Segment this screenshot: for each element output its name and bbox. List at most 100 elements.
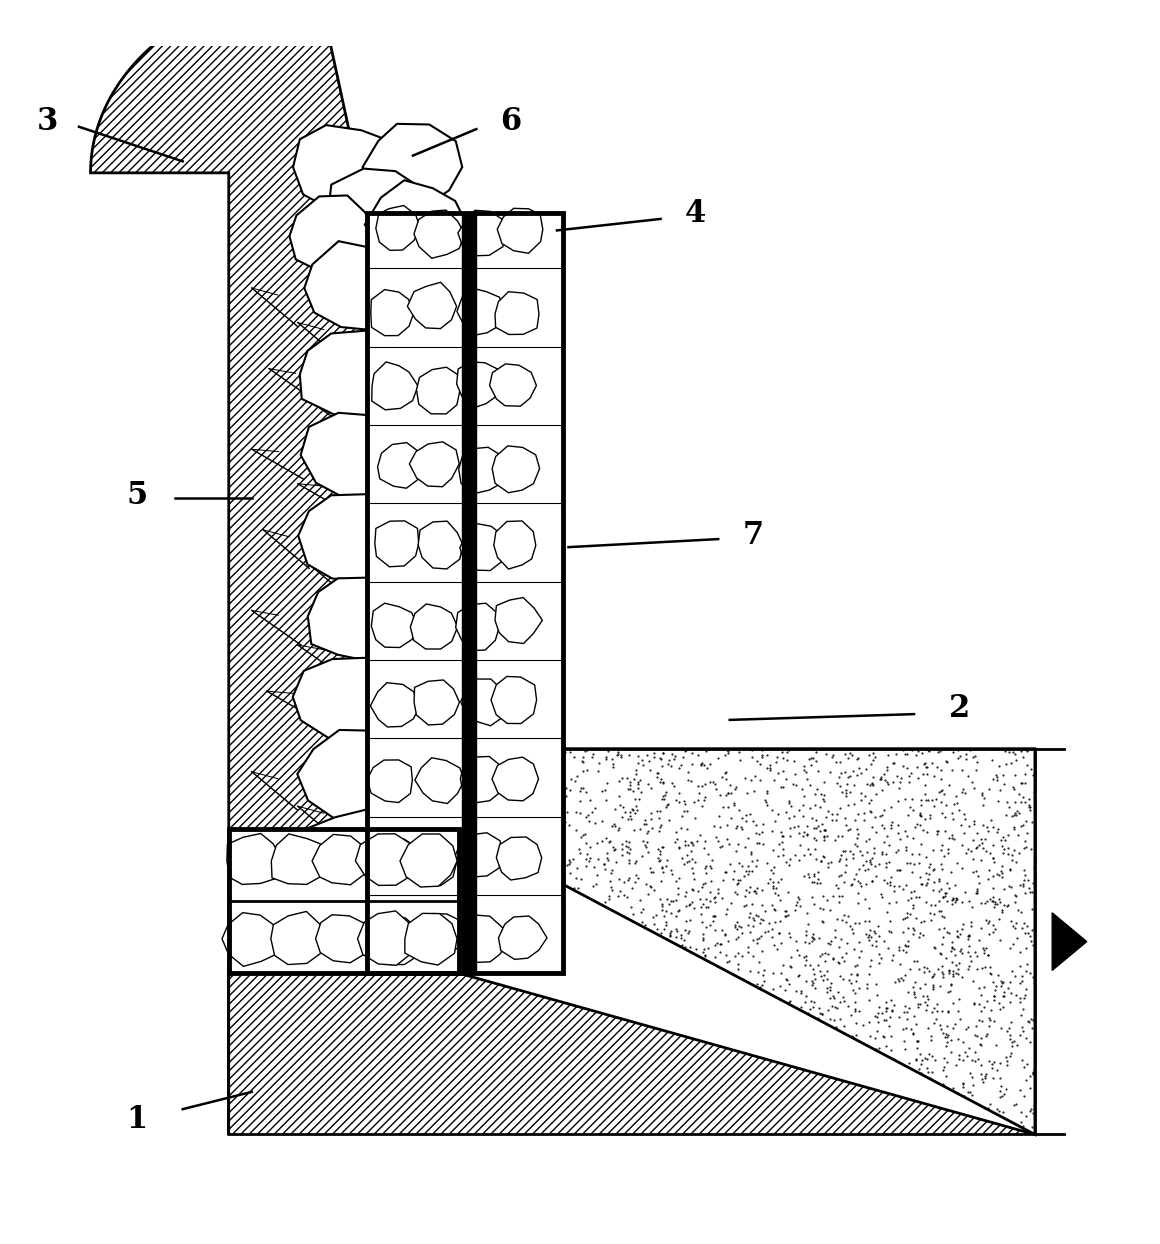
Point xyxy=(936,886,955,906)
Point xyxy=(777,852,796,872)
Point xyxy=(912,875,930,894)
Point xyxy=(900,773,919,792)
Point xyxy=(944,939,963,959)
Point xyxy=(938,1001,957,1021)
Point xyxy=(658,889,676,909)
Point xyxy=(466,819,485,838)
Point xyxy=(835,841,854,861)
Point xyxy=(630,891,648,911)
Point xyxy=(545,768,564,787)
Point xyxy=(1012,902,1030,922)
Point xyxy=(987,739,1006,759)
Point xyxy=(985,897,1003,917)
Point xyxy=(1001,1042,1020,1062)
Point xyxy=(624,904,643,924)
Point xyxy=(980,963,999,983)
Point xyxy=(964,862,983,882)
Point xyxy=(1006,744,1024,764)
Point xyxy=(934,967,952,986)
Point xyxy=(755,959,774,979)
Point xyxy=(503,832,522,852)
Point xyxy=(676,740,695,760)
Point xyxy=(879,938,898,958)
Point xyxy=(619,832,638,852)
Point xyxy=(921,1030,940,1050)
Point xyxy=(970,1035,988,1055)
Point xyxy=(1013,967,1031,986)
Point xyxy=(930,881,949,901)
Point xyxy=(1014,787,1032,807)
Point xyxy=(926,938,944,958)
Point xyxy=(691,897,710,917)
Point xyxy=(711,942,730,962)
Point xyxy=(949,959,967,979)
Point xyxy=(619,745,638,765)
Point xyxy=(790,889,809,909)
Point xyxy=(948,888,966,908)
Point xyxy=(683,754,702,774)
Point xyxy=(704,906,723,926)
Point xyxy=(842,745,861,765)
Point xyxy=(628,765,646,785)
Point xyxy=(673,935,691,955)
Polygon shape xyxy=(222,913,278,967)
Point xyxy=(844,843,863,863)
Point xyxy=(466,825,485,845)
Point xyxy=(999,894,1017,914)
Point xyxy=(546,765,565,785)
Point xyxy=(904,829,922,848)
Point xyxy=(795,806,813,826)
Point xyxy=(554,797,573,817)
Point xyxy=(908,952,927,972)
Point xyxy=(923,968,942,988)
Point xyxy=(596,780,615,800)
Point xyxy=(807,810,826,830)
Point xyxy=(506,761,524,781)
Point xyxy=(933,780,951,800)
Point xyxy=(683,850,702,870)
Point xyxy=(872,805,891,825)
Point xyxy=(800,999,819,1019)
Point xyxy=(913,873,931,893)
Point xyxy=(653,756,672,776)
Text: 3: 3 xyxy=(37,106,59,137)
Point xyxy=(600,886,618,906)
Point xyxy=(829,892,848,912)
Point xyxy=(942,862,960,882)
Point xyxy=(682,744,701,764)
Point xyxy=(984,887,1002,907)
Point xyxy=(807,750,826,770)
Point xyxy=(897,875,915,894)
Point xyxy=(782,948,800,968)
Point xyxy=(696,873,715,893)
Point xyxy=(999,838,1017,858)
Point xyxy=(529,837,548,857)
Point xyxy=(679,761,697,781)
Polygon shape xyxy=(496,837,542,880)
Point xyxy=(827,810,846,830)
Point xyxy=(803,807,821,827)
Point xyxy=(626,865,645,884)
Point xyxy=(703,773,722,792)
Point xyxy=(1007,852,1025,872)
Text: 6: 6 xyxy=(500,106,522,137)
Point xyxy=(535,832,553,852)
Point xyxy=(556,741,574,761)
Point xyxy=(1002,850,1021,870)
Point xyxy=(682,841,701,861)
Point xyxy=(872,884,891,904)
Point xyxy=(730,853,748,873)
Point xyxy=(963,1085,981,1105)
Point xyxy=(856,912,875,932)
Point xyxy=(744,894,762,914)
Point xyxy=(908,768,927,787)
Point xyxy=(920,1069,938,1088)
Point xyxy=(461,780,479,800)
Point xyxy=(858,860,877,880)
Point xyxy=(894,756,913,776)
Point xyxy=(737,837,755,857)
Point xyxy=(724,868,742,888)
Point xyxy=(684,870,703,889)
Point xyxy=(790,850,809,870)
Point xyxy=(952,919,971,939)
